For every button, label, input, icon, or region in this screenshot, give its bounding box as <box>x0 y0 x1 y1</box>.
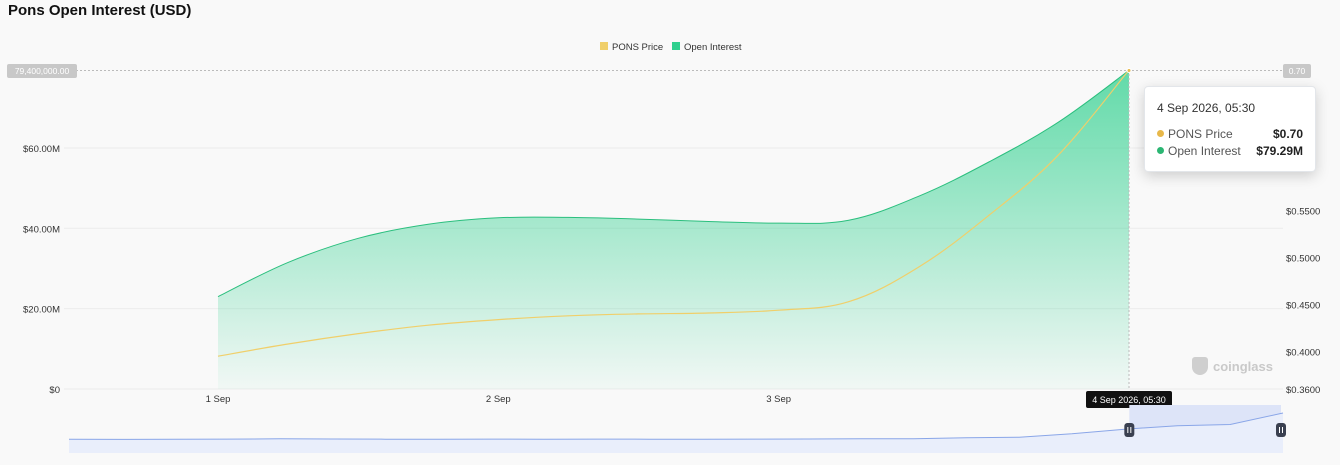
crosshair-point <box>1126 67 1132 73</box>
open-interest-point <box>498 217 499 218</box>
navigator-handle <box>1124 423 1135 437</box>
pons-price-point <box>287 343 288 344</box>
navigator-line <box>68 412 1284 440</box>
crosshair-left-label: 79,400,000.00 <box>15 66 70 76</box>
open-interest-point <box>568 217 569 218</box>
open-interest-point <box>217 296 218 297</box>
open-interest-point <box>287 262 288 263</box>
open-interest-area <box>218 70 1129 390</box>
crosshair-x-label: 4 Sep 2026, 05:30 <box>1092 395 1166 405</box>
y-left-tick-label: $60.00M <box>23 144 60 155</box>
open-interest-line <box>217 69 1130 298</box>
price-dot-icon <box>1157 130 1164 137</box>
open-interest-point <box>358 238 359 239</box>
pons-price-point <box>217 356 218 357</box>
navigator[interactable] <box>68 405 1286 453</box>
legend-swatch <box>672 42 680 50</box>
open-interest-point <box>708 221 709 222</box>
pons-price-point <box>638 313 639 314</box>
x-tick-label: 2 Sep <box>486 394 511 405</box>
open-interest-point <box>988 161 989 162</box>
pons-price-point <box>918 266 919 267</box>
y-left-tick-label: $0 <box>49 385 60 396</box>
open-interest-point <box>638 218 639 219</box>
plot-area <box>217 69 1130 390</box>
pons-price-point <box>358 333 359 334</box>
pons-price-point <box>778 310 779 311</box>
legend-label: PONS Price <box>612 42 663 53</box>
crosshair-right-label: 0.70 <box>1289 66 1306 76</box>
tooltip-oi-value: $79.29M <box>1256 143 1303 158</box>
coinglass-logo-icon <box>1192 357 1208 375</box>
legend-swatch <box>600 42 608 50</box>
tooltip-price-label: PONS Price <box>1168 126 1233 141</box>
axes: $0 $20.00M $40.00M $60.00M $0.3600 $0.4000 $0.… <box>23 144 1320 405</box>
pons-price-point <box>498 319 499 320</box>
tooltip: 4 Sep 2026, 05:30 PONS Price $0.70 Open … <box>1144 86 1316 172</box>
crosshair-right-badge <box>1283 64 1311 78</box>
watermark-text: coinglass <box>1213 358 1273 374</box>
pons-price-point <box>848 301 849 302</box>
crosshair-x-badge <box>1086 391 1172 408</box>
x-tick-label: 3 Sep <box>766 394 791 405</box>
open-interest-point <box>1058 121 1059 122</box>
tooltip-price-value: $0.70 <box>1272 126 1303 141</box>
y-right-tick-label: $0.5500 <box>1286 207 1320 218</box>
coinglass-logo: coinglass <box>1192 357 1273 375</box>
legend[interactable]: PONS Price Open Interest <box>600 42 742 53</box>
tooltip-row-price: PONS Price $0.70 <box>1157 125 1303 142</box>
y-right-tick-label: $0.3600 <box>1286 385 1320 396</box>
pons-price-point <box>568 315 569 316</box>
y-right-tick-label: $0.4500 <box>1286 301 1320 312</box>
y-left-tick-label: $20.00M <box>23 305 60 316</box>
open-interest-point <box>428 224 429 225</box>
y-right-tick-label: $0.4000 <box>1286 347 1320 358</box>
pons-price-point <box>428 325 429 326</box>
chart-title: Pons Open Interest (USD) <box>8 2 192 19</box>
open-interest-point <box>918 196 919 197</box>
pons-price-point <box>1058 154 1059 155</box>
oi-dot-icon <box>1157 147 1164 154</box>
navigator-area <box>69 413 1283 453</box>
x-tick-label: 1 Sep <box>206 394 231 405</box>
pons-price-point <box>708 312 709 313</box>
y-left-tick-label: $40.00M <box>23 224 60 235</box>
open-interest-point <box>848 220 849 221</box>
crosshair: 79,400,000.00 0.70 4 Sep 2026, 05:30 <box>7 64 1311 408</box>
crosshair-left-badge <box>7 64 77 78</box>
open-interest-point <box>778 222 779 223</box>
y-right-tick-label: $0.5000 <box>1286 254 1320 265</box>
legend-label: Open Interest <box>684 42 742 53</box>
tooltip-date: 4 Sep 2026, 05:30 <box>1157 101 1256 115</box>
pons-price-line <box>217 69 1130 357</box>
pons-price-point <box>988 215 989 216</box>
tooltip-row-oi: Open Interest $79.29M <box>1157 142 1303 159</box>
tooltip-oi-label: Open Interest <box>1168 143 1241 158</box>
navigator-handle <box>1276 423 1286 437</box>
